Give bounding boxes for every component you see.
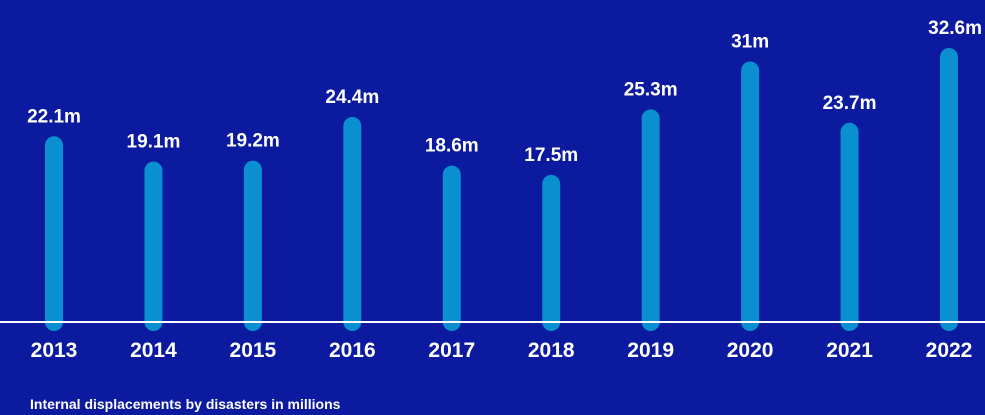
value-label-2022: 32.6m bbox=[928, 18, 982, 39]
value-label-2014: 19.1m bbox=[127, 131, 181, 152]
bar-2020 bbox=[741, 61, 760, 332]
x-tick-labels-layer: 2013 2014 2015 2016 2017 2018 2019 2020 2021 2022 bbox=[31, 339, 973, 362]
value-label-2017: 18.6m bbox=[425, 136, 479, 157]
x-tick-label-2020: 2020 bbox=[727, 339, 774, 362]
bar-2019 bbox=[641, 109, 660, 331]
bar-2017 bbox=[442, 165, 461, 331]
x-tick-label-2019: 2019 bbox=[627, 339, 674, 362]
value-label-2021: 23.7m bbox=[823, 93, 877, 114]
x-tick-label-2017: 2017 bbox=[428, 339, 475, 362]
bar-2014 bbox=[144, 161, 163, 331]
chart-caption: Internal displacements by disasters in m… bbox=[30, 396, 341, 412]
bar-2018 bbox=[542, 174, 561, 331]
x-tick-label-2016: 2016 bbox=[329, 339, 376, 362]
x-tick-label-2013: 2013 bbox=[31, 339, 78, 362]
value-label-2019: 25.3m bbox=[624, 79, 678, 100]
bar-2015 bbox=[243, 160, 262, 331]
bar-2021 bbox=[840, 122, 859, 331]
x-tick-label-2014: 2014 bbox=[130, 339, 177, 362]
bar-2013 bbox=[45, 136, 63, 331]
value-label-2015: 19.2m bbox=[226, 131, 280, 152]
bars-layer bbox=[45, 48, 958, 332]
value-labels-layer: 22.1m 19.1m 19.2m 24.4m 18.6m 17.5m 25.3m 31m 23… bbox=[27, 18, 982, 166]
x-tick-label-2022: 2022 bbox=[926, 339, 973, 362]
x-tick-label-2015: 2015 bbox=[230, 339, 277, 362]
x-tick-label-2021: 2021 bbox=[826, 339, 873, 362]
x-tick-label-2018: 2018 bbox=[528, 339, 575, 362]
bar-2016 bbox=[343, 116, 362, 331]
bar-2022 bbox=[940, 48, 958, 331]
value-label-2016: 24.4m bbox=[325, 87, 379, 108]
value-label-2013: 22.1m bbox=[27, 106, 81, 127]
value-label-2018: 17.5m bbox=[524, 145, 578, 166]
value-label-2020: 31m bbox=[731, 31, 769, 52]
